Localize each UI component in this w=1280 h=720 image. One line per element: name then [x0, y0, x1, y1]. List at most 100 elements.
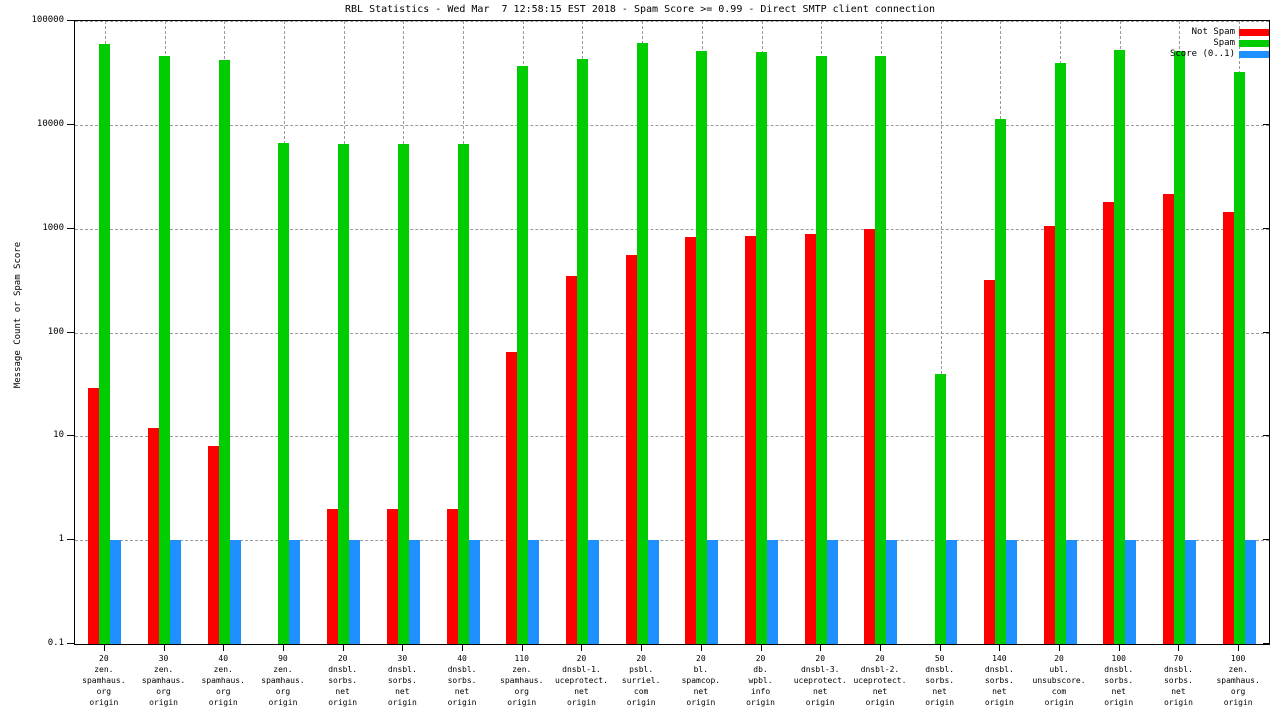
x-tick-mark — [1238, 645, 1239, 651]
x-axis-label-line: bl. — [693, 665, 709, 674]
bar-not-spam — [387, 508, 398, 644]
x-axis-label-line: sorbs. — [1104, 676, 1134, 685]
x-axis-label-line: net — [395, 687, 410, 696]
legend-item: Spam — [1119, 38, 1269, 49]
x-axis-label-line: spamhaus. — [201, 676, 245, 685]
bar-spam — [1055, 63, 1066, 644]
x-axis-label-line: origin — [507, 698, 537, 707]
y-tick-label: 100 — [47, 326, 64, 337]
bar-spam — [1174, 50, 1185, 644]
x-axis-label-line: net — [574, 687, 589, 696]
x-axis-label-line: net — [872, 687, 888, 696]
x-axis-label-line: origin — [1044, 698, 1074, 707]
x-axis-label-line: db. — [753, 665, 768, 674]
bar-score-0-1 — [588, 540, 599, 644]
y-tick-mark — [1263, 435, 1270, 437]
bar-spam — [99, 44, 110, 644]
x-axis-label-line: origin — [1104, 698, 1134, 707]
x-axis-label-line: uceprotect. — [853, 676, 907, 685]
x-axis-label-line: dnsbl-3. — [800, 665, 840, 674]
y-tick-mark — [1263, 539, 1270, 541]
y-tick-label: 10000 — [36, 118, 64, 129]
x-axis-label-line: dnsbl. — [925, 665, 955, 674]
bar-spam — [637, 42, 648, 644]
bar-score-0-1 — [409, 540, 420, 644]
x-axis-label-line: dnsbl-1. — [562, 665, 601, 674]
bar-score-0-1 — [707, 540, 718, 644]
x-tick-mark — [343, 645, 344, 651]
x-axis-label-line: surriel. — [621, 676, 661, 685]
x-tick-mark — [1119, 645, 1120, 651]
x-axis-label-line: org — [1230, 687, 1246, 696]
x-axis-label-line: net — [813, 687, 828, 696]
x-axis-label-line: origin — [268, 698, 298, 707]
x-axis-label-line: net — [1111, 687, 1126, 696]
x-axis-label-line: 20 — [1054, 654, 1064, 663]
gridline-horizontal — [75, 124, 1269, 126]
bar-not-spam — [864, 228, 875, 644]
x-axis-group-label: 90 zen. spamhaus. org origin — [253, 653, 313, 708]
x-axis-label-line: 50 — [934, 654, 945, 663]
x-axis-label-line: com — [1051, 687, 1067, 696]
bar-score-0-1 — [827, 540, 838, 644]
x-axis-label-line: 100 — [1230, 654, 1246, 663]
x-axis-label-line: spamcop. — [681, 676, 721, 685]
y-tick-mark — [1263, 643, 1270, 644]
x-tick-mark — [701, 645, 702, 651]
bar-spam — [398, 143, 409, 644]
bar-not-spam — [745, 236, 756, 644]
x-axis-label-line: org — [275, 687, 291, 696]
gridline-vertical — [941, 21, 942, 644]
x-axis-label-line: net — [454, 687, 470, 696]
gridline-horizontal — [75, 436, 1269, 438]
x-axis-group-label: 40 zen. spamhaus. org origin — [193, 653, 253, 708]
bar-spam — [219, 60, 230, 644]
y-tick-mark — [67, 539, 74, 541]
x-axis-label-line: origin — [686, 698, 716, 707]
x-axis-label-line: origin — [984, 698, 1014, 707]
x-axis-label-line: net — [335, 687, 350, 696]
x-axis-label-line: origin — [1223, 698, 1253, 707]
bar-not-spam — [327, 508, 338, 644]
x-axis-label-line: net — [932, 687, 947, 696]
x-axis-label-line: origin — [865, 698, 895, 707]
bar-score-0-1 — [1245, 540, 1256, 644]
bar-not-spam — [685, 237, 696, 644]
x-axis-label-line: spamhaus. — [261, 676, 305, 685]
y-axis: 0.1 1 10 100 1000 10000 100000 — [0, 16, 1280, 648]
x-axis-label-line: spamhaus. — [141, 676, 186, 685]
x-axis-label-line: dnsbl. — [328, 665, 358, 674]
x-axis-label-line: 20 — [815, 654, 826, 663]
x-axis-label-line: origin — [925, 698, 955, 707]
bar-not-spam — [1044, 226, 1055, 644]
bar-spam — [458, 143, 469, 644]
bar-score-0-1 — [170, 540, 181, 644]
y-tick-label: 1 — [58, 534, 64, 545]
bar-not-spam — [506, 351, 517, 644]
x-axis-label-line: net — [1171, 687, 1186, 696]
legend-color-swatch — [1239, 29, 1269, 36]
x-tick-mark — [283, 645, 284, 651]
bar-not-spam — [88, 388, 99, 644]
bar-spam — [875, 56, 886, 644]
legend-item: Not Spam — [1119, 27, 1269, 38]
legend-label: Not Spam — [1191, 27, 1235, 37]
x-tick-mark — [641, 645, 642, 651]
x-axis-group-label: 100 zen. spamhaus. org origin — [1208, 653, 1268, 708]
y-tick-mark — [67, 331, 74, 333]
y-tick-mark — [1263, 227, 1270, 229]
x-axis-label-line: dnsbl. — [984, 665, 1014, 674]
x-axis-label-line: origin — [746, 698, 775, 707]
bar-spam — [696, 50, 707, 644]
y-tick-mark — [67, 227, 74, 229]
x-tick-mark — [462, 645, 463, 651]
x-tick-mark — [223, 645, 224, 651]
bar-not-spam — [1163, 194, 1174, 644]
y-tick-mark — [1263, 123, 1270, 125]
gridline-horizontal — [75, 228, 1269, 230]
x-axis-label-line: wpbl. — [748, 676, 773, 685]
x-axis-label-line: origin — [805, 698, 835, 707]
x-axis-group-label: 110 zen. spamhaus. org origin — [492, 653, 552, 708]
x-axis-label-line: zen. — [153, 665, 174, 674]
x-axis-label-line: com — [633, 687, 649, 696]
